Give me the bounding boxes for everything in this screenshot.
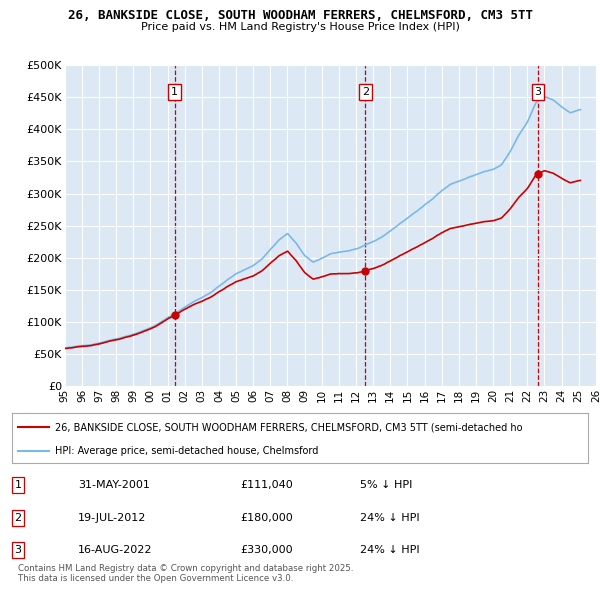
Text: £330,000: £330,000 <box>240 545 293 555</box>
Text: 31-MAY-2001: 31-MAY-2001 <box>78 480 150 490</box>
Text: 26, BANKSIDE CLOSE, SOUTH WOODHAM FERRERS, CHELMSFORD, CM3 5TT: 26, BANKSIDE CLOSE, SOUTH WOODHAM FERRER… <box>67 9 533 22</box>
Text: HPI: Average price, semi-detached house, Chelmsford: HPI: Average price, semi-detached house,… <box>55 445 319 455</box>
Text: 1: 1 <box>171 87 178 97</box>
Text: £111,040: £111,040 <box>240 480 293 490</box>
Text: 2: 2 <box>362 87 369 97</box>
Text: 19-JUL-2012: 19-JUL-2012 <box>78 513 146 523</box>
Text: £180,000: £180,000 <box>240 513 293 523</box>
Text: 3: 3 <box>14 545 22 555</box>
Text: 2: 2 <box>14 513 22 523</box>
Text: 16-AUG-2022: 16-AUG-2022 <box>78 545 152 555</box>
Text: 26, BANKSIDE CLOSE, SOUTH WOODHAM FERRERS, CHELMSFORD, CM3 5TT (semi-detached ho: 26, BANKSIDE CLOSE, SOUTH WOODHAM FERRER… <box>55 422 523 432</box>
Text: 3: 3 <box>535 87 541 97</box>
Text: 5% ↓ HPI: 5% ↓ HPI <box>360 480 412 490</box>
Text: 24% ↓ HPI: 24% ↓ HPI <box>360 545 419 555</box>
Text: 1: 1 <box>14 480 22 490</box>
Text: Contains HM Land Registry data © Crown copyright and database right 2025.
This d: Contains HM Land Registry data © Crown c… <box>18 563 353 583</box>
Text: Price paid vs. HM Land Registry's House Price Index (HPI): Price paid vs. HM Land Registry's House … <box>140 22 460 32</box>
Text: 24% ↓ HPI: 24% ↓ HPI <box>360 513 419 523</box>
